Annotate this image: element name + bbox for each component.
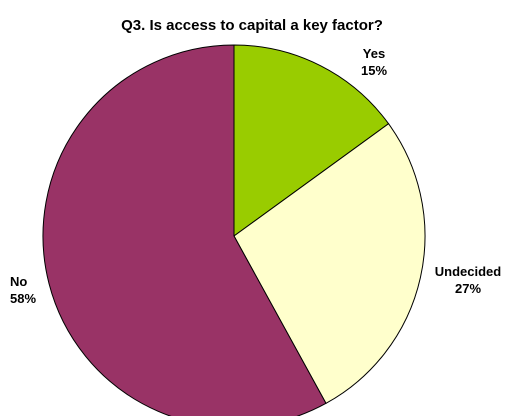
- slice-label-undecided: Undecided: [435, 264, 502, 279]
- pie-slices: [42, 44, 426, 416]
- pie-slice-undecided: [233, 123, 426, 405]
- slice-value-label-yes: 15%: [361, 63, 387, 78]
- chart-title: Q3. Is access to capital a key factor?: [121, 17, 383, 34]
- pie-labels: Yes 15% Undecided 27% No 58%: [10, 46, 501, 306]
- slice-label-yes: Yes: [363, 46, 385, 61]
- slice-label-no: No: [10, 274, 27, 289]
- pie-slice-yes: [233, 44, 390, 237]
- slice-value-label-no: 58%: [10, 291, 36, 306]
- slice-value-label-undecided: 27%: [455, 281, 481, 296]
- pie-slice-no: [42, 44, 327, 416]
